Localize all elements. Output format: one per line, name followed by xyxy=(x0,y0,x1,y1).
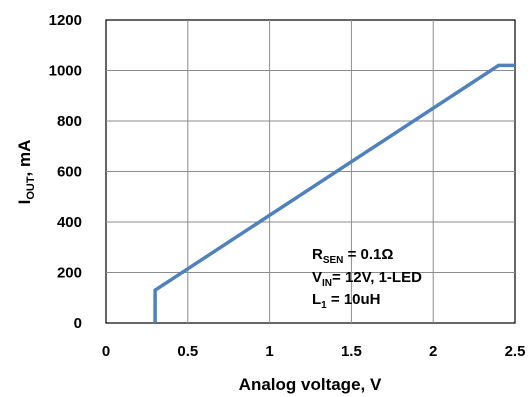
x-tick-label: 0.5 xyxy=(177,343,198,360)
x-tick-label: 0 xyxy=(102,343,110,360)
y-tick-label: 1200 xyxy=(49,12,82,29)
y-tick-label: 600 xyxy=(57,164,82,181)
y-tick-label: 1000 xyxy=(49,63,82,80)
x-axis-label: Analog voltage, V xyxy=(239,375,382,394)
x-tick-labels: 0 0.5 1 1.5 2 2.5 xyxy=(102,343,526,360)
grid xyxy=(106,20,515,323)
y-tick-label: 200 xyxy=(57,265,82,282)
x-tick-label: 2 xyxy=(429,343,437,360)
annotation-vin: VIN= 12V, 1-LED xyxy=(312,269,422,289)
series-group xyxy=(153,63,515,323)
x-tick-label: 1.5 xyxy=(341,343,362,360)
y-tick-label: 800 xyxy=(57,113,82,130)
x-tick-label: 2.5 xyxy=(505,343,526,360)
y-tick-label: 0 xyxy=(74,315,82,332)
annotation-l1: L1 = 10uH xyxy=(312,291,381,311)
x-tick-label: 1 xyxy=(265,343,273,360)
y-axis-label: IOUT, mA xyxy=(15,140,37,205)
y-tick-labels: 0 200 400 600 800 1000 1200 xyxy=(49,12,82,332)
series-line-0 xyxy=(153,63,515,323)
annotation-rsen: RSEN = 0.1Ω xyxy=(312,246,393,266)
annotation-box: RSEN = 0.1Ω VIN= 12V, 1-LED L1 = 10uH xyxy=(312,246,422,311)
y-tick-label: 400 xyxy=(57,214,82,231)
